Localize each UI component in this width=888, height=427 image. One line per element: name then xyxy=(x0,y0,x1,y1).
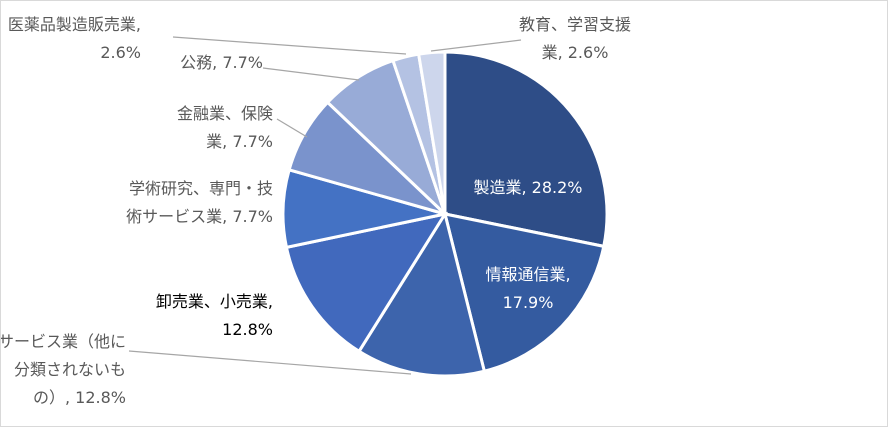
leader-line-9 xyxy=(430,39,522,52)
data-label-6: 金融業、保険業, 7.7% xyxy=(177,104,273,151)
leader-lines xyxy=(128,36,522,375)
pie-slice-1 xyxy=(443,50,609,249)
data-label-line: 2.6% xyxy=(100,43,141,62)
leader-line-3 xyxy=(128,350,412,375)
pie-slices xyxy=(281,50,609,378)
data-label-8: 医薬品製造販売業, 2.6% xyxy=(8,15,141,62)
data-label-5: 学術研究、専門・技術サービス業, 7.7% xyxy=(126,179,273,226)
data-label-line: の）, 12.8% xyxy=(33,388,126,407)
pie-slice-4 xyxy=(284,211,449,354)
pie-slice-2 xyxy=(442,212,606,373)
data-label-4: 卸売業、小売業, 12.8% xyxy=(156,292,273,339)
data-label-2: 情報通信業, 17.9% xyxy=(485,265,570,312)
data-label-line: 学術研究、専門・技 xyxy=(129,179,273,198)
pie-slice-3 xyxy=(356,210,487,378)
data-label-line: 12.8% xyxy=(222,320,273,339)
data-label-line: サービス業（他に xyxy=(1,332,126,351)
data-label-line: 金融業、保険 xyxy=(177,104,273,123)
data-label-line: 医薬品製造販売業, xyxy=(8,15,141,34)
data-label-7: 公務, 7.7% xyxy=(180,53,263,72)
data-label-line: 業, 2.6% xyxy=(542,43,609,62)
data-label-line: 製造業, 28.2% xyxy=(473,178,582,197)
data-label-line: 卸売業、小売業, xyxy=(156,292,273,311)
data-label-9: 教育、学習支援業, 2.6% xyxy=(519,15,631,62)
data-label-line: 術サービス業, 7.7% xyxy=(126,207,273,226)
data-label-line: 17.9% xyxy=(503,293,554,312)
leader-line-8 xyxy=(172,36,407,55)
data-label-3: サービス業（他に分類されないもの）, 12.8% xyxy=(1,332,126,407)
pie-slice-9 xyxy=(416,50,447,215)
data-label-line: 業, 7.7% xyxy=(206,132,273,151)
leader-line-7 xyxy=(262,67,360,81)
data-labels: 製造業, 28.2% 情報通信業, 17.9% サービス業（他に分類されないもの）, … xyxy=(1,15,631,407)
data-label-line: 分類されないも xyxy=(14,360,126,379)
leader-line-6 xyxy=(276,118,308,138)
data-label-line: 教育、学習支援 xyxy=(519,15,631,34)
data-label-line: 公務, 7.7% xyxy=(180,53,263,72)
data-label-1: 製造業, 28.2% xyxy=(473,178,582,197)
data-label-line: 情報通信業, xyxy=(485,265,570,284)
